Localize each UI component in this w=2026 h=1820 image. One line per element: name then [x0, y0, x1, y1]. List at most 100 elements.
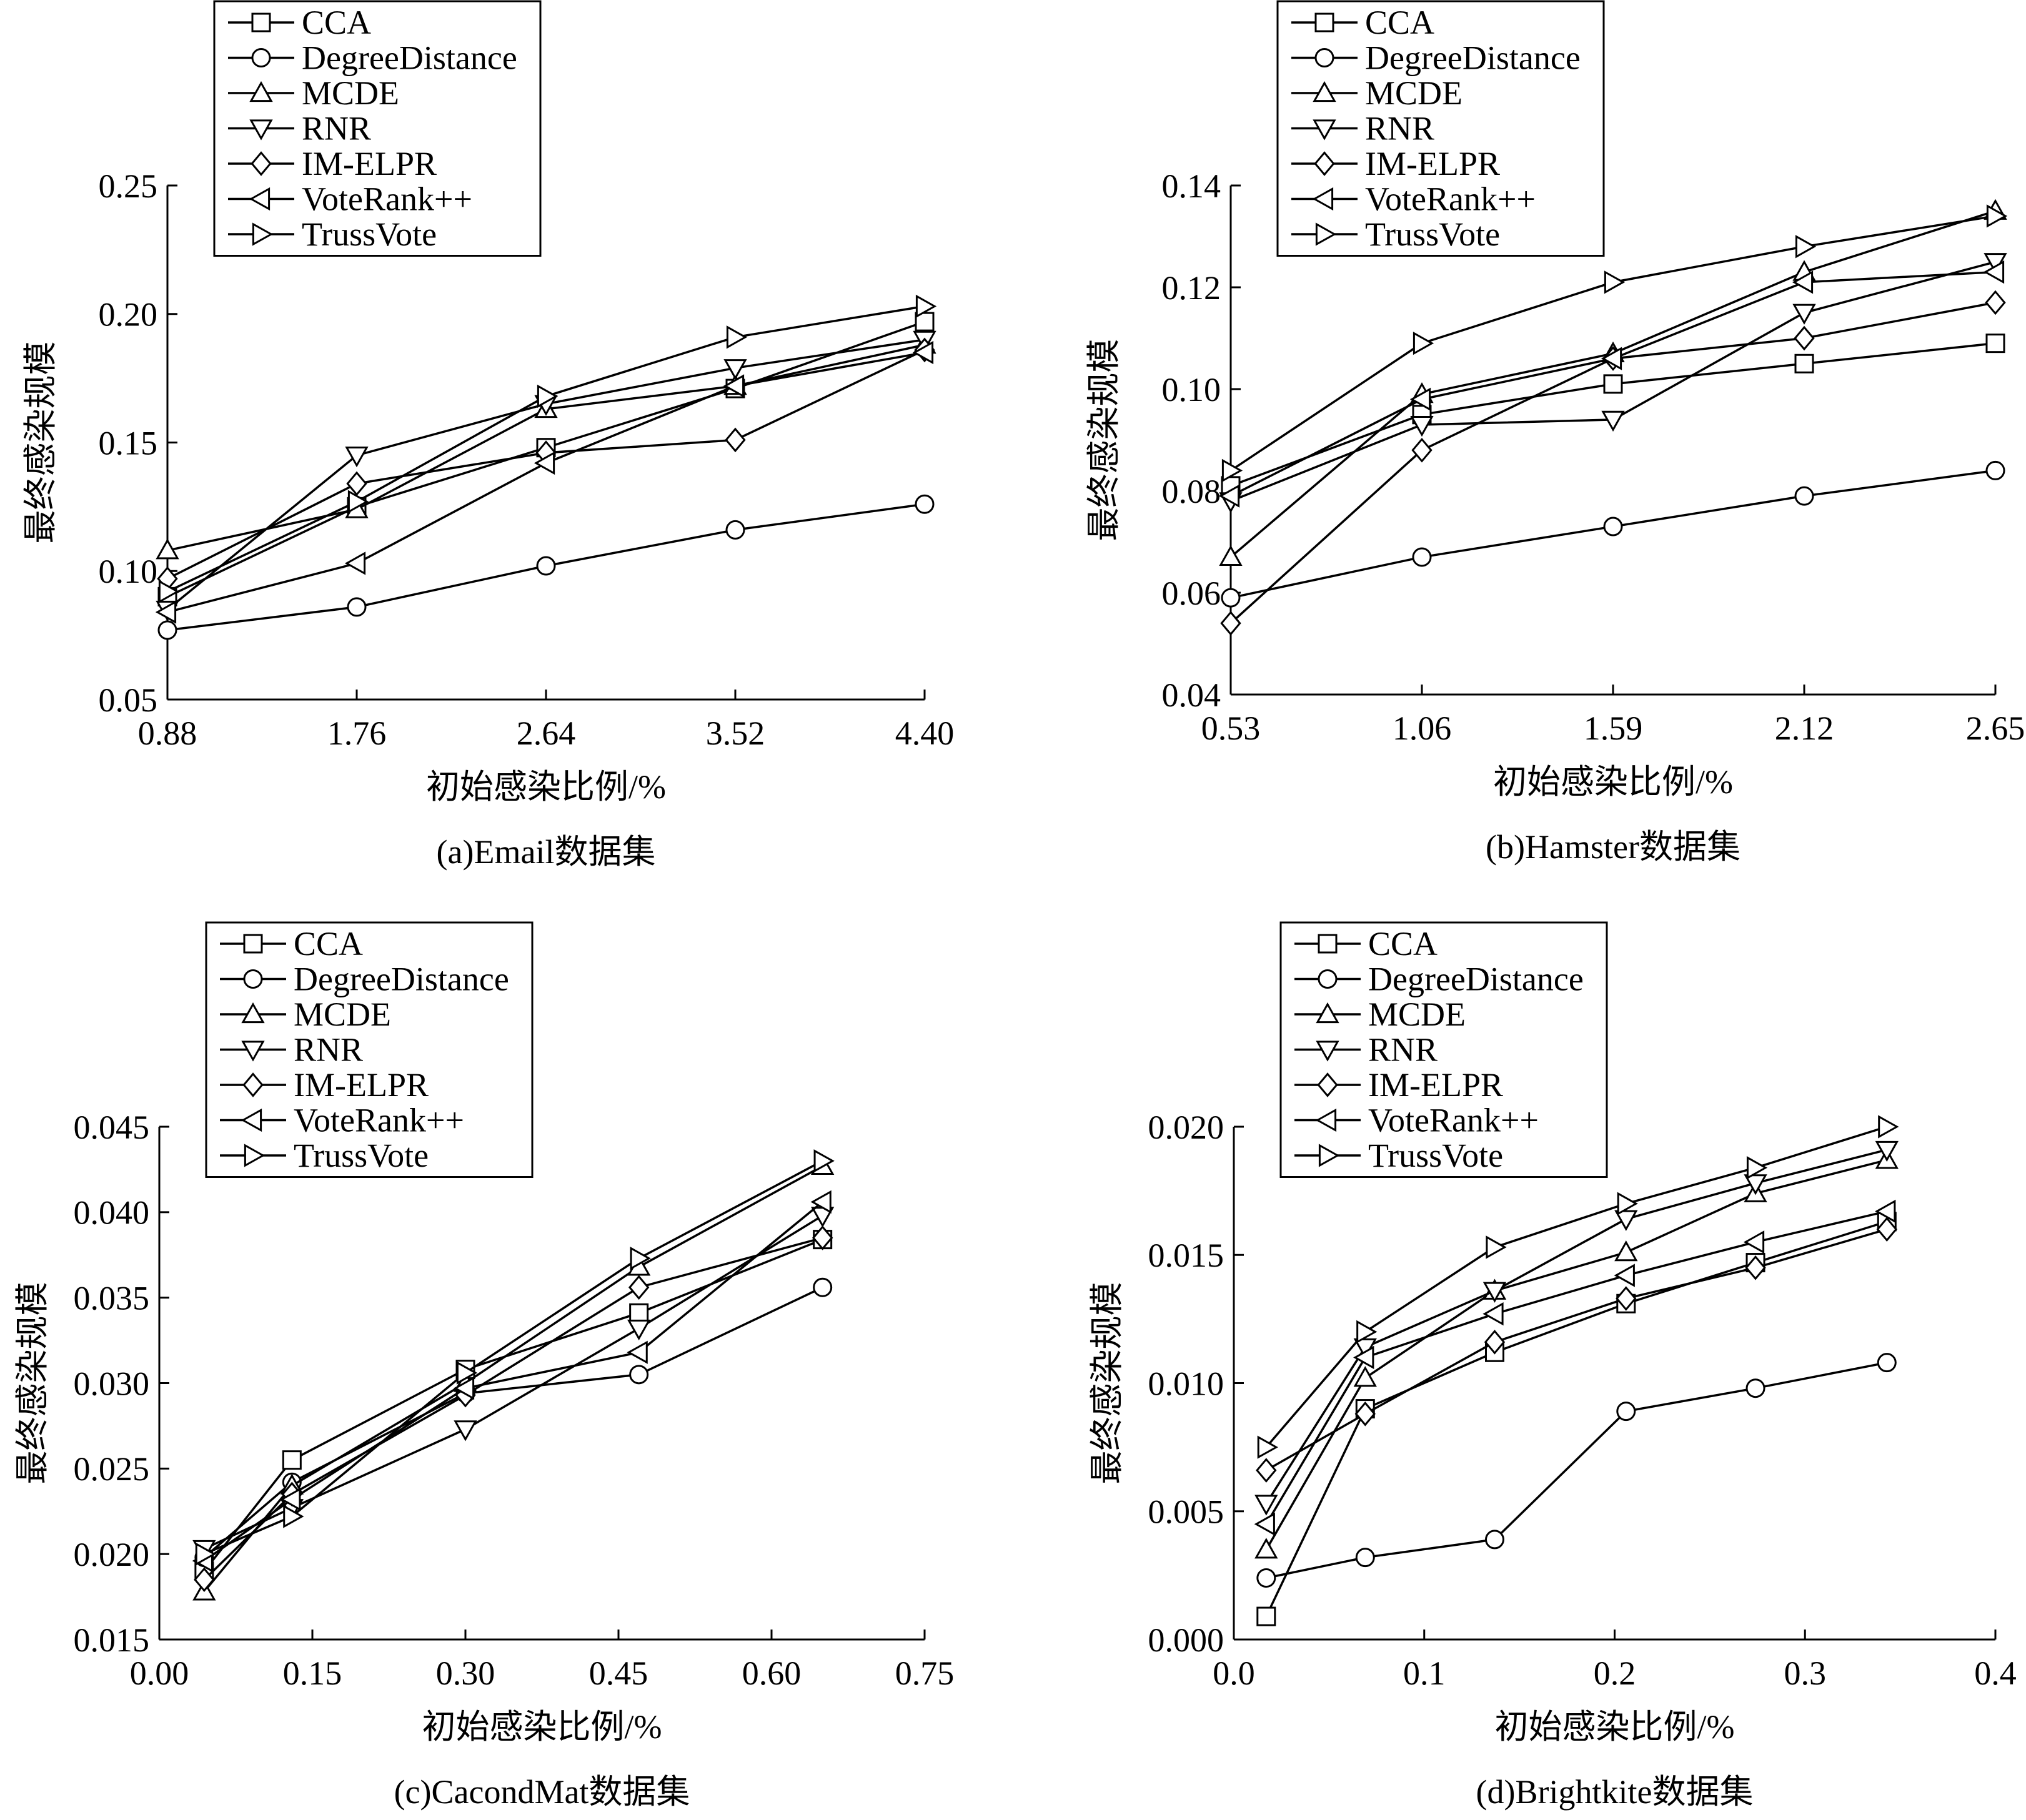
legend-label: MCDE [1368, 996, 1466, 1033]
x-tick-label: 1.59 [1584, 710, 1643, 747]
data-point [1601, 347, 1622, 370]
legend-label: RNR [294, 1031, 363, 1069]
x-tick-label: 2.64 [517, 715, 576, 752]
legend-label: DegreeDistance [1365, 39, 1581, 77]
data-point [1603, 517, 1623, 537]
y-tick-label: 0.14 [1162, 167, 1221, 205]
legend-marker [241, 1002, 265, 1024]
data-point [810, 1190, 832, 1214]
data-point [1353, 1345, 1374, 1370]
data-point [456, 1361, 478, 1385]
series-trussvote [158, 294, 937, 603]
legend-marker [249, 81, 273, 102]
data-point [1484, 1329, 1506, 1355]
chart-panel-1: 0.05 0.10 0.15 0.20 0.25 0.88 1.76 2.64 3.52 4.40… [22, 0, 954, 871]
data-point [725, 427, 746, 453]
data-point [1412, 547, 1432, 567]
legend-marker [1313, 119, 1336, 141]
data-point [1218, 484, 1240, 508]
data-point [347, 597, 367, 617]
series-degreedistance [1256, 1353, 1897, 1588]
x-tick-label: 0.45 [589, 1654, 648, 1692]
data-point [1794, 325, 1815, 351]
y-tick-label: 0.015 [74, 1621, 150, 1659]
data-point [534, 451, 555, 475]
legend-label: IM-ELPR [1368, 1066, 1503, 1104]
series-line [1266, 1361, 1887, 1580]
y-axis-label: 最终感染规模 [1088, 1282, 1126, 1485]
y-tick-label: 0.030 [74, 1365, 150, 1402]
data-point [1257, 1435, 1278, 1459]
x-tick-label: 2.65 [1966, 710, 2025, 747]
data-point [454, 1420, 477, 1442]
data-point [1986, 204, 2008, 228]
data-point [1746, 1156, 1768, 1180]
legend-label: VoteRank++ [302, 181, 472, 218]
legend-marker [1315, 222, 1337, 246]
y-tick-label: 0.040 [74, 1194, 150, 1232]
legend-label: DegreeDistance [294, 961, 509, 998]
chart-caption: (b)Hamster数据集 [1486, 828, 1740, 866]
data-point [1614, 1210, 1638, 1231]
y-tick-label: 0.010 [1148, 1365, 1224, 1402]
data-point [346, 471, 367, 497]
data-point [813, 1277, 833, 1297]
y-axis-label: 最终感染规模 [1085, 339, 1123, 542]
legend-marker [249, 119, 273, 141]
x-tick-label: 0.3 [1784, 1654, 1827, 1692]
data-point [812, 1225, 833, 1250]
series-voterankplusplus [1218, 260, 2005, 508]
data-point [1603, 374, 1623, 394]
x-tick-label: 0.00 [130, 1654, 189, 1692]
data-point [1614, 1240, 1638, 1262]
data-point [283, 1505, 304, 1528]
y-tick-label: 0.08 [1162, 473, 1221, 510]
legend: CCADegreeDistanceMCDERNRIM-ELPRVoteRank+… [205, 921, 534, 1178]
legend-label: TrussVote [1365, 215, 1500, 253]
series-line [1265, 1210, 1887, 1525]
legend-label: TrussVote [1368, 1137, 1503, 1174]
data-point [1876, 1217, 1897, 1242]
legend-marker [1318, 934, 1338, 954]
x-tick-label: 0.0 [1213, 1654, 1255, 1692]
x-axis-label: 初始感染比例/% [1495, 1708, 1735, 1746]
data-point [1875, 1199, 1896, 1224]
data-point [1983, 260, 2005, 284]
series-line [1265, 1228, 1887, 1471]
data-point [282, 1450, 302, 1470]
series-im-elpr [194, 1225, 833, 1593]
data-point [1878, 1115, 1899, 1139]
data-point [1985, 460, 2005, 480]
data-point [1254, 1538, 1278, 1559]
legend-marker [251, 12, 271, 32]
legend-marker [1314, 12, 1334, 32]
y-tick-label: 0.045 [74, 1109, 150, 1146]
legend-label: IM-ELPR [294, 1066, 429, 1104]
legend-label: TrussVote [302, 215, 437, 253]
data-point [1875, 1140, 1899, 1162]
x-axis-label: 初始感染比例/% [422, 1708, 662, 1746]
x-tick-label: 1.06 [1393, 710, 1452, 747]
x-tick-label: 0.30 [436, 1654, 495, 1692]
legend-marker [249, 187, 271, 211]
series-voterankplusplus [192, 1190, 832, 1573]
data-point [157, 620, 177, 640]
data-point [629, 1303, 649, 1323]
data-point [723, 374, 745, 398]
data-point [1604, 270, 1626, 294]
data-point [1795, 235, 1817, 259]
data-point [1985, 290, 2006, 315]
x-tick-label: 0.15 [283, 1654, 342, 1692]
data-point [1794, 486, 1814, 506]
legend-marker [242, 1072, 264, 1097]
legend-label: TrussVote [294, 1137, 429, 1174]
legend-marker [1318, 969, 1338, 989]
data-point [1485, 1530, 1505, 1550]
series-trussvote [195, 1149, 835, 1566]
series-line [1265, 1125, 1887, 1448]
y-tick-label: 0.10 [99, 553, 158, 590]
legend-marker [1313, 81, 1336, 102]
legend-marker [244, 1144, 266, 1167]
legend-label: IM-ELPR [1365, 145, 1500, 182]
y-tick-label: 0.020 [1148, 1109, 1224, 1146]
